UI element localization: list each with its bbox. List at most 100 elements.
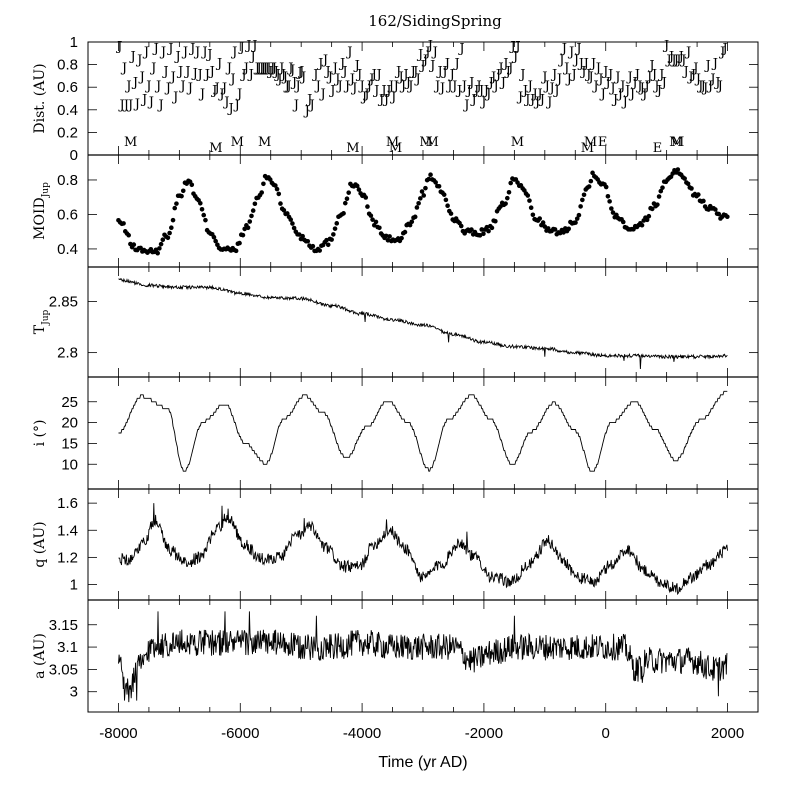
moid-point [157,246,162,251]
moid-point [588,178,594,184]
jupiter-encounter-mark: J [521,83,528,98]
jupiter-encounter-mark: J [200,45,207,60]
y-tick-label: 1.4 [57,522,78,539]
mars-encounter-mark: M [425,135,438,150]
jupiter-encounter-mark: J [496,61,503,76]
jupiter-encounter-mark: J [370,68,377,83]
jupiter-encounter-mark: J [343,79,350,94]
jupiter-encounter-mark: J [657,68,664,83]
moid-point [354,183,360,189]
jupiter-encounter-mark: J [188,42,195,57]
moid-point [363,195,369,200]
jupiter-encounter-mark: J [450,79,457,94]
moid-point [421,193,427,198]
moid-point [387,234,392,239]
jupiter-encounter-mark: J [389,90,396,105]
earth-encounter-mark: E [598,135,608,150]
jupiter-encounter-mark: J [237,41,244,56]
jupiter-encounter-mark: J [338,56,345,71]
moid-point [131,242,137,247]
jupiter-encounter-mark: J [244,38,251,53]
jupiter-encounter-mark: J [645,70,652,85]
panel-inclination: 10 15 20 25 i (°) [32,376,758,498]
jupiter-encounter-mark: J [538,93,545,108]
jupiter-encounter-mark: J [147,95,154,110]
y-tick-label: 1 [70,34,78,51]
jupiter-encounter-mark: J [574,42,581,57]
mars-encounter-mark: M [258,135,271,150]
moid-point [249,213,254,219]
moid-point [660,185,665,190]
jupiter-encounter-mark: J [331,61,338,76]
jupiter-encounter-mark: J [477,83,484,98]
moid-point [416,200,421,206]
series-line-inclination [118,390,728,472]
jupiter-encounter-mark: J [630,76,637,91]
y-tick-label: 0.4 [57,102,78,119]
jupiter-encounter-mark: J [462,98,469,113]
jupiter-encounter-mark: J [696,79,703,94]
jupiter-encounter-mark: J [552,83,559,98]
jupiter-encounter-mark: J [669,53,676,68]
moid-point [247,219,253,224]
jupiter-encounter-mark: J [611,93,618,108]
moid-point [528,205,534,211]
panel-moid: 0.4 0.6 0.8 MOIDJup [32,154,758,276]
jupiter-encounter-mark: J [701,81,708,96]
jupiter-encounter-mark: J [470,93,477,108]
jupiter-encounter-mark: J [174,50,181,65]
moid-point [250,208,256,213]
y-axis-label-perihelion: q (AU) [32,521,48,567]
y-tick-label: 3 [70,684,78,701]
moid-point [278,201,283,206]
moid-point [346,190,351,195]
jupiter-encounter-mark: J [213,81,220,96]
jupiter-encounter-mark: J [435,64,442,79]
y-tick-label: 0.8 [57,172,78,189]
jupiter-encounter-mark: J [340,64,347,79]
jupiter-encounter-mark: J [362,87,369,102]
jupiter-encounter-mark: J [326,70,333,85]
jupiter-encounter-mark: J [448,68,455,83]
moid-point [121,221,126,226]
jupiter-encounter-mark: J [375,68,382,83]
jupiter-encounter-mark: J [279,68,286,83]
jupiter-encounter-mark: J [275,72,282,87]
jupiter-encounter-mark: J [518,68,525,83]
jupiter-encounter-mark: J [169,70,176,85]
x-tick-label: -6000 [221,725,259,742]
jupiter-encounter-mark: J [294,79,301,94]
moid-point [165,235,171,241]
jupiter-encounter-mark: J [262,61,269,76]
jupiter-encounter-mark: J [589,56,596,71]
jupiter-encounter-mark: J [438,81,445,96]
jupiter-encounter-mark: J [677,50,684,65]
y-tick-label: 3.15 [49,617,78,634]
jupiter-encounter-mark: J [635,79,642,94]
jupiter-encounter-mark: J [305,93,312,108]
jupiter-encounter-mark: J [297,64,304,79]
jupiter-encounter-mark: J [178,79,185,94]
moid-point [713,207,718,212]
moid-point [469,227,474,232]
jupiter-encounter-mark: J [333,72,340,87]
x-axis-label: Time (yr AD) [378,754,467,771]
moid-point [288,217,294,222]
jupiter-encounter-mark: J [171,90,178,105]
jupiter-encounter-mark: J [406,79,413,94]
jupiter-encounter-mark: J [684,45,691,60]
mars-encounter-mark: M [209,141,222,156]
jupiter-encounter-mark: J [414,72,421,87]
moid-point [138,245,143,251]
jupiter-encounter-mark: J [567,45,574,60]
jupiter-encounter-mark: J [345,45,352,60]
jupiter-encounter-mark: J [682,64,689,79]
moid-point [685,181,691,187]
jupiter-encounter-mark: J [484,87,491,102]
y-tick-label: 15 [61,435,78,452]
moid-point [329,237,334,242]
jupiter-encounter-mark: J [708,72,715,87]
jupiter-encounter-mark: J [465,83,472,98]
